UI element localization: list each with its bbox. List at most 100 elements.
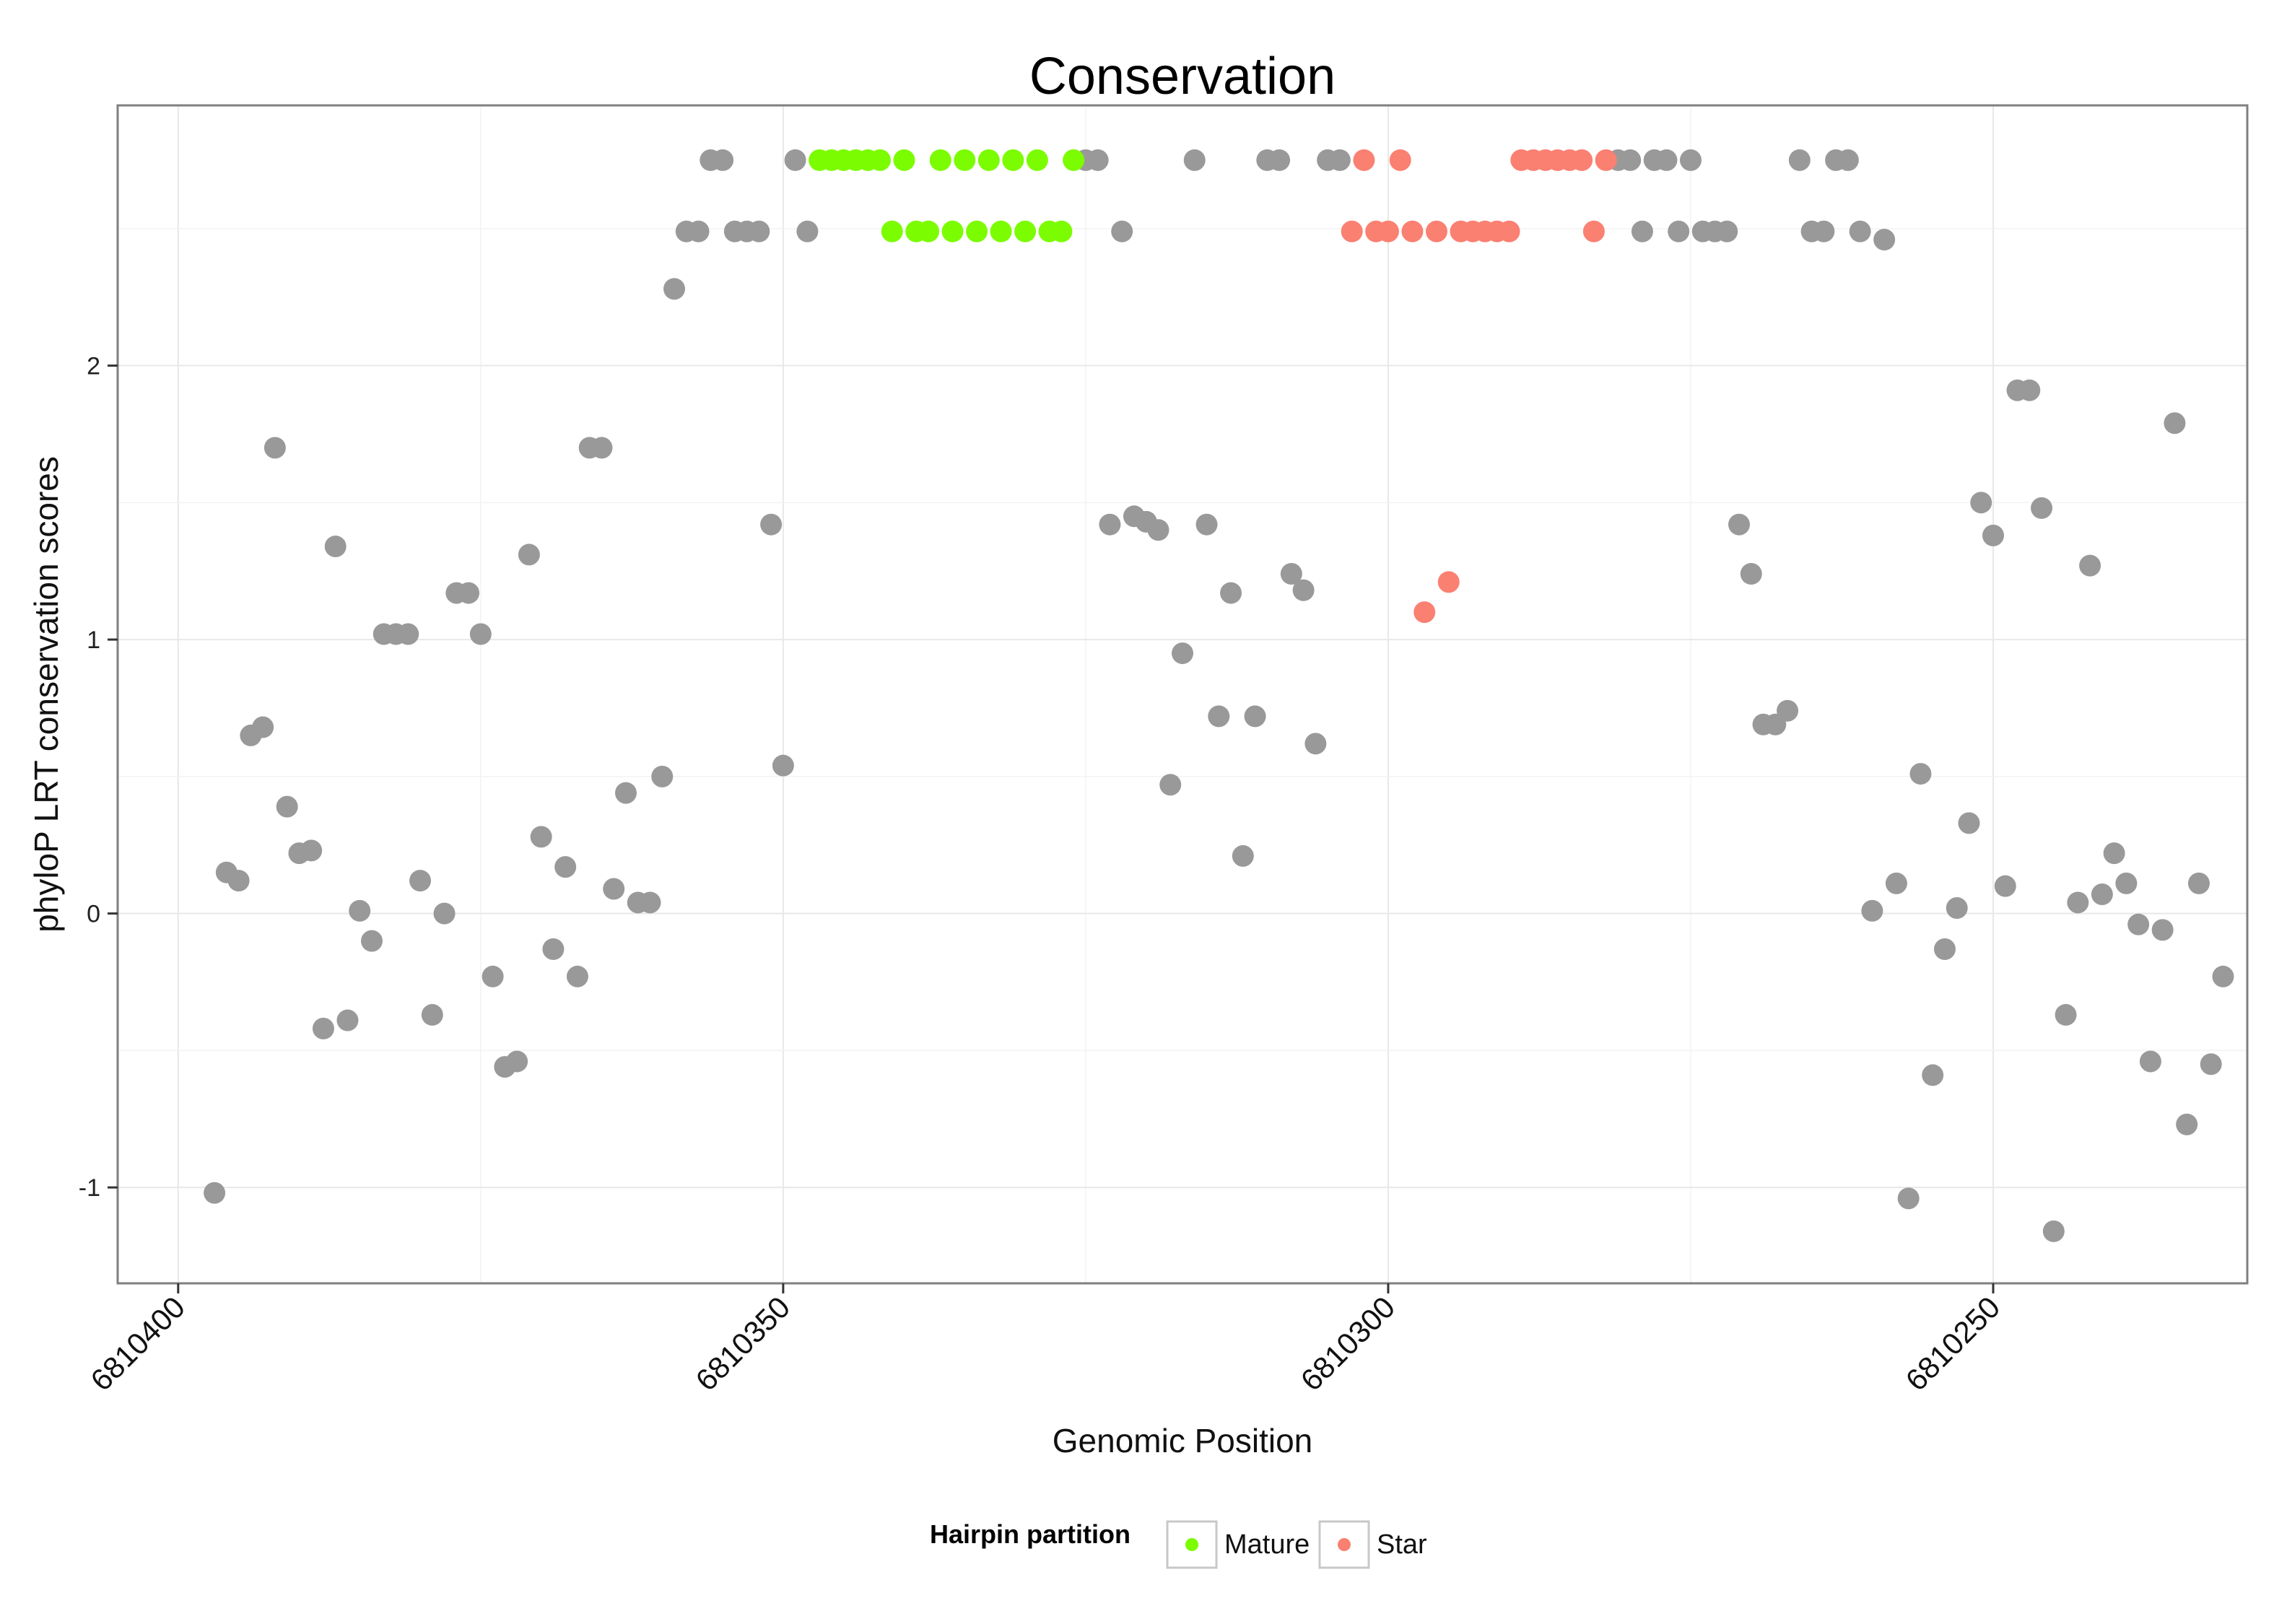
point-mature-20 — [1050, 220, 1073, 243]
point-mature-11 — [941, 220, 964, 243]
point-other-82 — [1728, 513, 1751, 536]
point-other-91 — [1837, 149, 1859, 171]
point-mature-10 — [929, 149, 951, 171]
point-mature-21 — [1063, 149, 1085, 171]
point-other-29 — [554, 856, 577, 878]
legend-dot-mature — [1185, 1538, 1198, 1551]
point-star-8 — [1437, 571, 1460, 593]
point-other-62 — [1220, 582, 1242, 604]
point-other-63 — [1232, 844, 1254, 867]
point-other-8 — [300, 839, 323, 862]
point-mature-15 — [990, 220, 1012, 243]
point-mature-17 — [1014, 220, 1037, 243]
point-star-1 — [1353, 149, 1375, 171]
point-mature-13 — [966, 220, 988, 243]
x-axis-title: Genomic Position — [1053, 1422, 1313, 1459]
point-star-7 — [1425, 220, 1447, 243]
point-other-36 — [639, 891, 661, 914]
point-other-11 — [336, 1009, 359, 1031]
point-other-71 — [1328, 149, 1351, 171]
point-other-74 — [1631, 220, 1653, 243]
point-mature-5 — [868, 149, 891, 171]
point-other-60 — [1195, 513, 1218, 536]
point-other-83 — [1740, 563, 1762, 585]
point-other-48 — [784, 149, 806, 171]
point-other-78 — [1679, 149, 1702, 171]
point-other-9 — [312, 1018, 334, 1040]
point-other-42 — [712, 149, 734, 171]
legend-entry-mature: Mature — [1166, 1520, 1310, 1569]
point-other-73 — [1619, 149, 1642, 171]
point-other-2 — [227, 870, 250, 892]
point-other-103 — [1982, 524, 2005, 546]
y-axis: -1 0 1 2 — [79, 353, 118, 1202]
point-mature-9 — [918, 220, 940, 243]
point-other-100 — [1946, 897, 1968, 920]
point-other-87 — [1788, 149, 1811, 171]
point-other-111 — [2079, 554, 2101, 577]
point-other-30 — [566, 965, 588, 987]
y-tick-label-0: -1 — [79, 1174, 100, 1202]
point-other-69 — [1304, 733, 1327, 755]
point-other-76 — [1655, 149, 1678, 171]
point-other-33 — [603, 878, 625, 900]
point-other-120 — [2187, 872, 2210, 894]
point-other-21 — [458, 582, 480, 604]
legend-key-star — [1318, 1520, 1370, 1569]
point-other-61 — [1208, 705, 1230, 728]
point-other-106 — [2018, 379, 2041, 401]
point-other-102 — [1970, 492, 1992, 514]
point-other-51 — [1086, 149, 1109, 171]
point-other-47 — [772, 754, 794, 777]
point-other-25 — [506, 1050, 528, 1073]
point-other-27 — [530, 826, 552, 848]
point-other-119 — [2176, 1113, 2198, 1135]
plot-panel-border — [116, 104, 2249, 1285]
point-other-96 — [1897, 1187, 1920, 1210]
point-star-0 — [1341, 220, 1363, 243]
point-mature-12 — [954, 149, 976, 171]
point-other-53 — [1111, 220, 1133, 243]
point-other-113 — [2103, 842, 2125, 865]
point-other-94 — [1873, 228, 1896, 250]
point-other-57 — [1159, 774, 1182, 796]
chart-title: Conservation — [1029, 48, 1336, 105]
point-other-13 — [360, 930, 383, 952]
point-other-114 — [2115, 872, 2138, 894]
point-star-3 — [1377, 220, 1399, 243]
point-other-4 — [252, 716, 274, 738]
point-other-59 — [1183, 149, 1206, 171]
point-other-32 — [591, 437, 613, 459]
legend: Hairpin partition Mature Star — [930, 1519, 1427, 1569]
point-other-99 — [1933, 938, 1956, 960]
point-other-110 — [2067, 891, 2089, 914]
point-other-18 — [421, 1004, 443, 1026]
point-other-6 — [276, 795, 298, 818]
point-other-93 — [1861, 899, 1883, 922]
point-star-4 — [1389, 149, 1411, 171]
y-axis-title: phyloP LRT conservation scores — [27, 456, 65, 933]
point-other-40 — [687, 220, 710, 243]
point-other-17 — [409, 870, 432, 892]
point-other-5 — [263, 437, 286, 459]
point-other-0 — [204, 1182, 226, 1204]
point-other-45 — [748, 220, 770, 243]
data-points — [204, 149, 2234, 1242]
point-other-108 — [2042, 1220, 2065, 1242]
point-mature-18 — [1026, 149, 1048, 171]
point-other-26 — [518, 543, 540, 566]
point-other-38 — [663, 278, 686, 300]
point-other-98 — [1922, 1064, 1944, 1086]
point-star-21 — [1595, 149, 1617, 171]
point-mature-7 — [893, 149, 915, 171]
y-tick-label-2: 1 — [87, 627, 100, 654]
point-other-66 — [1268, 149, 1291, 171]
legend-entry-star: Star — [1318, 1520, 1427, 1569]
point-other-56 — [1147, 519, 1169, 541]
point-other-67 — [1280, 563, 1302, 585]
legend-label-mature: Mature — [1224, 1529, 1310, 1560]
legend-label-star: Star — [1377, 1529, 1427, 1560]
point-other-101 — [1958, 812, 1980, 834]
